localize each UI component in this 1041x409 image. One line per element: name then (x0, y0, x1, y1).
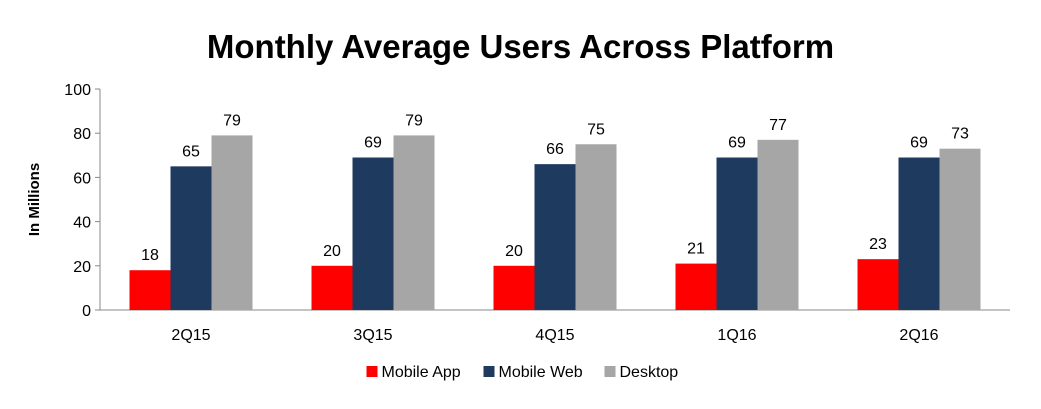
bar-mobile-app-2q15 (129, 270, 171, 310)
legend-item-mobile-app: Mobile App (366, 364, 461, 381)
bar-mobile-web-2q15 (170, 166, 212, 310)
bar-desktop-1q16 (757, 139, 799, 310)
data-label-mobile-app-1q16: 21 (687, 241, 705, 258)
y-ticks: 0 20 40 60 80 100 (64, 82, 100, 320)
data-label-mobile-web-1q16: 69 (728, 135, 746, 152)
bar-mobile-web-1q16 (716, 157, 758, 310)
bar-mobile-web-3q15 (352, 157, 394, 310)
x-tick-label-2q16: 2Q16 (899, 327, 938, 344)
x-ticks: 2Q15 3Q15 4Q15 1Q16 2Q16 (171, 327, 938, 344)
data-label-desktop-1q16: 77 (769, 117, 787, 134)
legend: Mobile App Mobile Web Desktop (366, 364, 679, 381)
legend-item-desktop: Desktop (604, 364, 679, 381)
data-label-mobile-web-4q15: 66 (546, 141, 564, 158)
legend-item-mobile-web: Mobile Web (483, 364, 583, 381)
y-axis-title: In Millions (26, 163, 43, 236)
chart-title: Monthly Average Users Across Platform (206, 28, 835, 65)
data-label-mobile-web-3q15: 69 (364, 135, 382, 152)
y-tick-label: 0 (82, 303, 91, 320)
x-tick-label-3q15: 3Q15 (353, 327, 392, 344)
x-tick-label-1q16: 1Q16 (717, 327, 756, 344)
y-tick-label: 60 (73, 170, 91, 187)
data-label-desktop-2q15: 79 (223, 112, 241, 129)
bar-desktop-4q15 (575, 144, 617, 310)
bars (129, 135, 981, 310)
bar-desktop-2q15 (211, 135, 253, 310)
x-tick-label-2q15: 2Q15 (171, 327, 210, 344)
data-labels: 18 65 79 20 69 79 20 66 75 21 69 77 23 69 73 (141, 112, 969, 264)
data-label-mobile-app-2q16: 23 (869, 236, 887, 253)
data-label-desktop-2q16: 73 (951, 126, 969, 143)
data-label-mobile-app-4q15: 20 (505, 243, 523, 260)
data-label-desktop-4q15: 75 (587, 121, 605, 138)
data-label-mobile-web-2q16: 69 (910, 135, 928, 152)
legend-swatch-desktop (604, 366, 616, 377)
y-tick-label: 80 (73, 126, 91, 143)
y-tick-label: 40 (73, 215, 91, 232)
bar-mobile-web-4q15 (534, 164, 576, 310)
bar-mobile-app-2q16 (857, 259, 899, 310)
bar-mobile-app-1q16 (675, 263, 717, 310)
legend-label-mobile-web: Mobile Web (499, 364, 583, 381)
bar-mobile-app-3q15 (311, 265, 353, 310)
data-label-mobile-app-3q15: 20 (323, 243, 341, 260)
y-axis-title-group: In Millions (26, 163, 43, 236)
data-label-mobile-web-2q15: 65 (182, 143, 200, 160)
data-label-mobile-app-2q15: 18 (141, 247, 159, 264)
bar-mobile-app-4q15 (493, 265, 535, 310)
bar-desktop-3q15 (393, 135, 435, 310)
bar-desktop-2q16 (939, 148, 981, 310)
x-tick-label-4q15: 4Q15 (535, 327, 574, 344)
data-label-desktop-3q15: 79 (405, 112, 423, 129)
y-tick-label: 20 (73, 259, 91, 276)
legend-swatch-mobile-web (483, 366, 495, 377)
bar-mobile-web-2q16 (898, 157, 940, 310)
legend-swatch-mobile-app (366, 366, 378, 377)
legend-label-mobile-app: Mobile App (382, 364, 461, 381)
legend-label-desktop: Desktop (620, 364, 679, 381)
y-tick-label: 100 (64, 82, 91, 99)
